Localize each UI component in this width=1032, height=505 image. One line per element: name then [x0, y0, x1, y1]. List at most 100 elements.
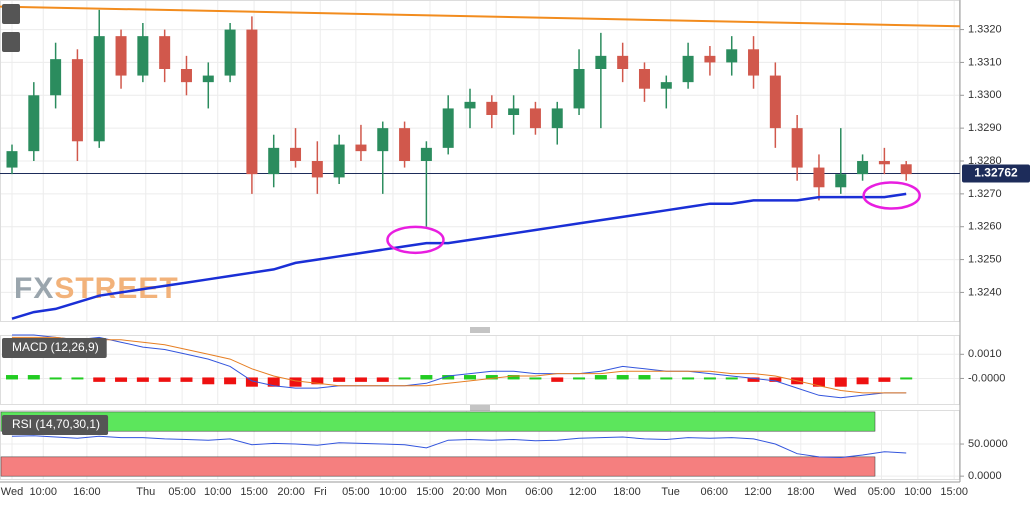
sma-line: [11, 192, 907, 320]
legend-box: [2, 338, 107, 358]
x-tick-label: 15:00: [940, 486, 968, 498]
rsi-line: [11, 435, 907, 459]
y-tick-label: 1.3320: [968, 23, 1002, 35]
x-tick-label: 15:00: [416, 486, 444, 498]
candle-body: [399, 128, 411, 161]
x-tick-label: 18:00: [787, 486, 815, 498]
candle-body: [246, 29, 258, 175]
candle-body: [28, 95, 40, 152]
candle-body: [660, 82, 672, 89]
y-tick-label: -0.0000: [968, 372, 1005, 384]
candle-body: [551, 108, 563, 129]
candle-body: [290, 147, 302, 161]
candle-body: [529, 108, 541, 129]
y-tick-label: 1.3290: [968, 122, 1002, 134]
candle-body: [748, 49, 760, 76]
macd-histogram: [158, 377, 171, 382]
x-tick-label: 10:00: [29, 486, 57, 498]
macd-histogram: [71, 377, 84, 380]
candle-body: [835, 174, 847, 188]
macd-histogram: [638, 375, 651, 380]
candle-body: [682, 55, 694, 83]
y-tick-label: 0.0000: [968, 470, 1002, 482]
candle-body: [813, 167, 825, 188]
macd-histogram: [856, 377, 869, 385]
x-tick-label: Fri: [314, 486, 327, 498]
watermark-part: STREET: [54, 272, 178, 305]
y-tick-label: 1.3270: [968, 188, 1002, 200]
macd-histogram: [878, 377, 891, 382]
macd-histogram: [594, 375, 607, 380]
macd-histogram: [224, 377, 237, 385]
macd-histogram: [900, 377, 913, 380]
y-tick-label: 0.0010: [968, 348, 1002, 360]
candle-body: [573, 69, 585, 109]
candle-body: [377, 128, 389, 152]
candle-body: [202, 75, 214, 83]
x-tick-label: Wed: [834, 486, 856, 498]
candle-body: [180, 69, 192, 83]
legend-box: [2, 415, 109, 435]
macd-histogram: [507, 375, 520, 380]
x-tick-label: 05:00: [868, 486, 896, 498]
candle-body: [617, 55, 629, 69]
macd-histogram: [464, 375, 477, 380]
x-tick-label: 10:00: [904, 486, 932, 498]
candle-body: [6, 151, 18, 168]
candle-body: [857, 161, 869, 175]
x-tick-label: Thu: [136, 486, 155, 498]
y-tick-label: 1.3280: [968, 155, 1002, 167]
macd-histogram: [551, 377, 564, 382]
macd-histogram: [5, 375, 18, 380]
macd-histogram: [747, 377, 760, 382]
candle-body: [726, 49, 738, 63]
macd-histogram: [682, 377, 695, 380]
candle-body: [93, 36, 105, 142]
highlight-circle: [862, 181, 921, 210]
macd-histogram: [420, 375, 433, 380]
x-tick-label: 20:00: [277, 486, 305, 498]
candle-body: [486, 101, 498, 115]
legend-box: [2, 4, 20, 24]
candle-body: [311, 161, 323, 178]
y-tick-label: 1.3310: [968, 56, 1002, 68]
x-tick-label: 12:00: [744, 486, 772, 498]
macd-histogram: [703, 377, 716, 380]
macd-histogram: [180, 377, 193, 382]
macd-histogram: [616, 375, 629, 380]
x-tick-label: 05:00: [168, 486, 196, 498]
macd-histogram: [245, 377, 258, 387]
x-tick-label: 05:00: [342, 486, 370, 498]
y-tick-label: 1.3250: [968, 253, 1002, 265]
macd-histogram: [725, 377, 738, 380]
candle-body: [224, 29, 236, 76]
x-tick-label: 16:00: [73, 486, 101, 498]
macd-histogram: [398, 377, 411, 380]
candle-body: [769, 75, 781, 129]
macd-histogram: [354, 377, 367, 382]
rsi-band: [0, 456, 876, 477]
candle-body: [420, 147, 432, 161]
macd-histogram: [442, 375, 455, 380]
macd-histogram: [311, 377, 324, 385]
legend-box: [2, 32, 20, 52]
x-tick-label: 20:00: [453, 486, 481, 498]
macd-histogram: [115, 377, 128, 382]
macd-line: [12, 334, 907, 399]
candle-body: [595, 55, 607, 69]
candle-body: [508, 108, 520, 115]
candle-body: [900, 164, 912, 175]
candle-body: [355, 144, 367, 152]
y-tick-label: 1.3240: [968, 286, 1002, 298]
macd-histogram: [485, 375, 498, 380]
price-tag: [962, 164, 1030, 183]
x-tick-label: Wed: [1, 486, 23, 498]
price-tag-label: 1.32762: [974, 166, 1018, 180]
candle-body: [704, 55, 716, 63]
watermark-part: FX: [14, 272, 54, 305]
x-tick-label: 18:00: [613, 486, 641, 498]
trendline: [0, 5, 961, 28]
x-tick-label: 10:00: [379, 486, 407, 498]
watermark: FXSTREET: [14, 272, 179, 305]
